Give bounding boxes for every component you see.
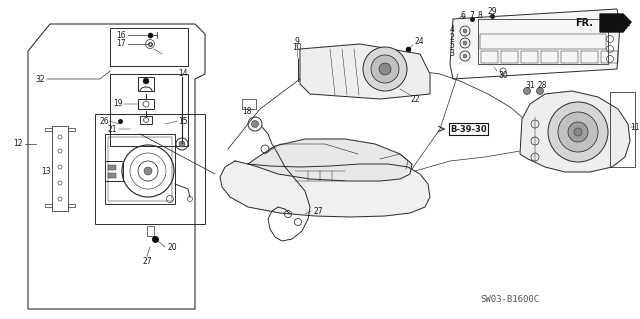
- Text: 18: 18: [243, 107, 252, 115]
- Bar: [138, 77, 154, 91]
- Text: 13: 13: [41, 167, 51, 175]
- Bar: [480, 34, 606, 49]
- Text: 6: 6: [461, 11, 465, 19]
- Text: 27: 27: [142, 256, 152, 265]
- Text: 10: 10: [292, 43, 302, 53]
- Bar: [147, 226, 154, 236]
- Circle shape: [463, 41, 467, 45]
- Circle shape: [363, 47, 407, 91]
- Bar: [110, 74, 188, 146]
- Text: 4: 4: [449, 25, 454, 33]
- Bar: [610, 92, 635, 167]
- Text: 8: 8: [477, 11, 483, 19]
- Text: 27: 27: [313, 206, 323, 216]
- Text: 15: 15: [178, 116, 188, 125]
- Circle shape: [179, 141, 185, 147]
- Bar: [140, 116, 152, 124]
- Text: 9: 9: [294, 36, 300, 46]
- Text: FR.: FR.: [575, 18, 593, 28]
- Bar: [478, 19, 608, 64]
- Circle shape: [144, 167, 152, 175]
- Bar: [581, 51, 598, 63]
- Text: 16: 16: [116, 31, 126, 40]
- Text: 7: 7: [470, 11, 474, 19]
- Bar: [52, 126, 68, 211]
- Circle shape: [379, 63, 391, 75]
- Bar: [138, 99, 154, 109]
- Text: 22: 22: [410, 94, 420, 103]
- Polygon shape: [600, 14, 631, 32]
- Text: 5: 5: [449, 41, 454, 49]
- Bar: [95, 114, 205, 224]
- Text: 30: 30: [498, 70, 508, 79]
- Text: 3: 3: [449, 48, 454, 57]
- Text: 28: 28: [537, 81, 547, 91]
- Circle shape: [548, 102, 608, 162]
- Text: 31: 31: [525, 81, 535, 91]
- Circle shape: [536, 87, 543, 94]
- Circle shape: [574, 128, 582, 136]
- Bar: [110, 28, 188, 66]
- Circle shape: [524, 87, 531, 94]
- Bar: [108, 165, 116, 170]
- Text: 29: 29: [487, 6, 497, 16]
- Text: 21: 21: [108, 124, 116, 133]
- Polygon shape: [300, 44, 430, 99]
- Circle shape: [152, 236, 157, 241]
- Bar: [242, 99, 256, 109]
- Bar: [541, 51, 558, 63]
- Polygon shape: [450, 9, 620, 69]
- Bar: [481, 51, 498, 63]
- Text: 17: 17: [116, 40, 126, 48]
- Text: B-39-30: B-39-30: [450, 124, 486, 133]
- Circle shape: [558, 112, 598, 152]
- Polygon shape: [220, 161, 430, 217]
- Polygon shape: [248, 139, 412, 181]
- Bar: [298, 59, 318, 81]
- Text: 1: 1: [626, 19, 630, 28]
- Text: 14: 14: [178, 70, 188, 78]
- Circle shape: [143, 78, 149, 84]
- Bar: [108, 137, 172, 201]
- Text: 24: 24: [414, 38, 424, 47]
- Text: 2: 2: [450, 33, 454, 41]
- Circle shape: [568, 122, 588, 142]
- Text: 11: 11: [630, 122, 640, 131]
- Circle shape: [463, 29, 467, 33]
- Bar: [105, 161, 123, 181]
- Bar: [561, 51, 578, 63]
- Circle shape: [252, 121, 259, 128]
- Text: 12: 12: [13, 139, 23, 149]
- Text: SW03-B1600C: SW03-B1600C: [481, 294, 540, 303]
- Bar: [521, 51, 538, 63]
- Text: 26: 26: [99, 116, 109, 125]
- Text: 19: 19: [113, 100, 123, 108]
- Polygon shape: [520, 91, 630, 172]
- Circle shape: [463, 54, 467, 58]
- Bar: [105, 134, 175, 204]
- Bar: [601, 51, 618, 63]
- Text: 20: 20: [167, 242, 177, 251]
- Circle shape: [371, 55, 399, 83]
- Text: 32: 32: [35, 75, 45, 84]
- Bar: [501, 51, 518, 63]
- Bar: [108, 173, 116, 178]
